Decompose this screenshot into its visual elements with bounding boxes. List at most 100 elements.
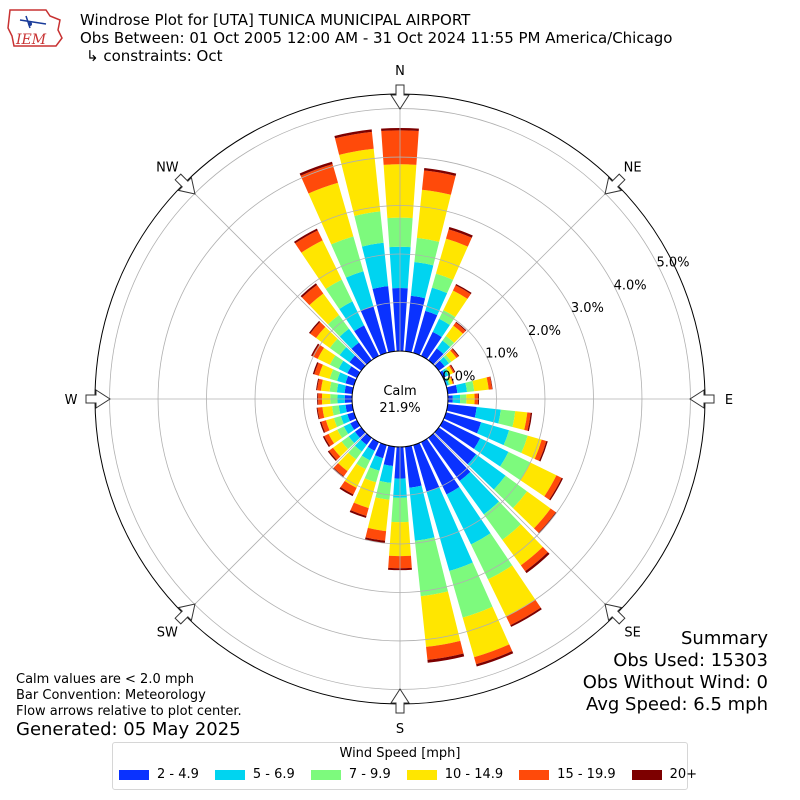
summary-box: Summary Obs Used: 15303 Obs Without Wind… [583, 628, 768, 716]
chart-constraints: ↳ constraints: Oct [86, 47, 223, 65]
bar-dir-240-bin-3 [328, 429, 343, 444]
arrow-w [85, 389, 111, 409]
bar-dir-200-bin-2 [364, 467, 380, 483]
bar-dir-120-bin-2 [500, 451, 531, 481]
bar-dir-70-bin-1 [444, 378, 449, 386]
bar-dir-210-bin-4 [340, 481, 357, 495]
legend-label-1: 5 - 6.9 [252, 767, 295, 782]
bar-dir-210-bin-5 [339, 487, 354, 497]
bar-dir-80-bin-5 [489, 376, 493, 390]
bar-dir-170-bin-3 [420, 591, 461, 647]
bar-dir-340-bin-0 [360, 306, 387, 356]
bar-dir-40-bin-1 [436, 340, 451, 355]
bar-dir-170-bin-0 [405, 445, 422, 488]
legend-swatch-1 [214, 769, 245, 780]
compass-label-n: N [395, 64, 405, 79]
bar-dir-110-bin-0 [443, 412, 482, 434]
chart-subtitle: Obs Between: 01 Oct 2005 12:00 AM - 31 O… [80, 29, 673, 47]
bar-dir-240-bin-4 [324, 433, 335, 447]
compass-label-ne: NE [624, 160, 642, 175]
bar-dir-260-bin-3 [322, 406, 334, 418]
bar-dir-140-bin-5 [525, 552, 550, 574]
bar-dir-160-bin-2 [449, 562, 493, 618]
bar-dir-250-bin-5 [319, 421, 326, 433]
bar-dir-310-bin-0 [349, 355, 366, 371]
bar-dir-320-bin-5 [300, 283, 318, 298]
bar-dir-320-bin-3 [309, 293, 340, 325]
bar-dir-260-bin-2 [332, 405, 341, 416]
legend-label-3: 10 - 14.9 [444, 767, 504, 782]
bar-dir-60-bin-5 [450, 364, 456, 373]
bar-dir-330-bin-5 [293, 228, 318, 244]
bar-dir-250-bin-0 [347, 412, 357, 422]
bar-dir-250-bin-2 [333, 415, 344, 428]
bar-dir-220-bin-1 [354, 439, 367, 452]
radial-tick-2: 2.0% [528, 324, 561, 339]
legend-label-4: 15 - 19.9 [557, 767, 616, 782]
spoke-135 [433, 432, 616, 615]
bar-dir-20-bin-4 [445, 229, 472, 247]
compass-label-se: SE [624, 626, 640, 641]
bar-dir-230-bin-4 [328, 447, 341, 460]
arrow-nw [174, 173, 196, 195]
bar-dir-340-bin-2 [331, 236, 364, 278]
bar-dir-100-bin-0 [446, 404, 477, 418]
bar-dir-200-bin-5 [349, 510, 367, 518]
bar-dir-80-bin-4 [486, 376, 493, 390]
bar-dir-10-bin-1 [410, 262, 434, 299]
bar-dir-50-bin-3 [445, 350, 457, 362]
flow-arrows-note: Flow arrows relative to plot center. [16, 704, 242, 719]
bar-dir-280-bin-1 [336, 383, 346, 394]
legend-label-2: 7 - 9.9 [348, 767, 391, 782]
legend-swatch-4 [519, 769, 550, 780]
bar-dir-60-bin-3 [446, 365, 454, 375]
radial-tick-0: 0.0% [442, 369, 475, 384]
bar-dir-220-bin-0 [360, 433, 372, 445]
bar-dir-50-bin-1 [439, 356, 450, 367]
bar-dir-230-bin-2 [341, 436, 355, 450]
bar-dir-190-bin-3 [367, 497, 390, 532]
bar-dir-290-bin-0 [345, 375, 357, 386]
bar-dir-30-bin-2 [439, 310, 456, 326]
bar-dir-210-bin-0 [367, 438, 379, 451]
bar-dir-30-bin-3 [443, 290, 468, 317]
legend-swatch-5 [631, 769, 662, 780]
bar-dir-30-bin-1 [432, 318, 450, 338]
bar-dir-260-bin-1 [338, 404, 347, 414]
bar-dir-200-bin-4 [350, 502, 369, 516]
bar-dir-70-bin-2 [446, 377, 451, 385]
bar-dir-290-bin-2 [329, 369, 341, 381]
bar-dir-150-bin-4 [506, 599, 541, 626]
bar-dir-330-bin-1 [339, 301, 365, 332]
radial-tick-1: 1.0% [485, 347, 518, 362]
bar-dir-100-bin-2 [498, 409, 516, 428]
bar-dir-320-bin-0 [351, 342, 372, 365]
bar-dir-140-bin-0 [428, 433, 471, 481]
bar-dir-110-bin-4 [534, 439, 547, 461]
legend-item-4: 15 - 19.9 [519, 767, 616, 782]
bar-dir-220-bin-3 [338, 452, 357, 472]
legend-swatch-2 [310, 769, 341, 780]
bar-dir-110-bin-5 [539, 440, 548, 462]
bar-dir-100-bin-1 [474, 407, 501, 424]
bar-dir-10-bin-4 [421, 170, 456, 195]
bar-dir-300-bin-3 [317, 347, 336, 365]
bar-dir-20-bin-1 [425, 287, 448, 316]
bar-dir-40-bin-3 [445, 325, 463, 343]
bar-dir-160-bin-5 [476, 651, 514, 667]
bar-dir-150-bin-2 [470, 533, 513, 580]
bar-dir-190-bin-1 [379, 464, 393, 483]
bar-dir-80-bin-2 [465, 380, 475, 392]
bar-dir-150-bin-1 [446, 487, 491, 545]
bar-dir-280-bin-4 [317, 378, 323, 391]
bar-dir-210-bin-2 [356, 455, 371, 470]
bar-dir-50-bin-2 [443, 354, 452, 364]
bar-dir-40-bin-5 [455, 321, 467, 331]
legend-label-0: 2 - 4.9 [157, 767, 199, 782]
bar-dir-120-bin-5 [549, 477, 563, 501]
bar-dir-290-bin-5 [312, 362, 319, 375]
bar-dir-240-bin-1 [343, 423, 355, 434]
bar-dir-350-bin-3 [339, 148, 381, 216]
bar-dir-40-bin-2 [442, 335, 455, 348]
bar-dir-120-bin-3 [520, 462, 557, 497]
